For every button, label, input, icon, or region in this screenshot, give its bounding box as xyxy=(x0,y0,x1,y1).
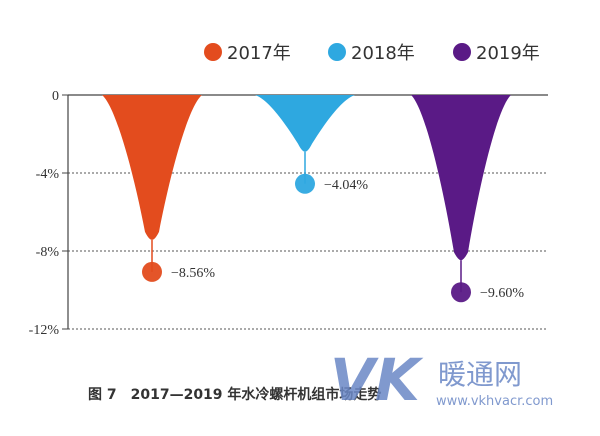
watermark-logo: VK xyxy=(330,346,424,414)
legend-label-2018: 2018年 xyxy=(351,43,415,64)
legend-label-2017: 2017年 xyxy=(227,43,291,64)
y-tick-labels: 0 -4% -8% -12% xyxy=(29,89,68,338)
bar-2017 xyxy=(102,95,202,240)
legend: 2017年 2018年 2019年 xyxy=(204,43,540,64)
value-dot xyxy=(451,282,471,303)
y-tick-label: -4% xyxy=(36,167,60,182)
watermark-brand: 暖通网 xyxy=(438,358,522,391)
legend-marker-2017 xyxy=(204,43,222,61)
value-dot xyxy=(295,173,315,194)
legend-label-2019: 2019年 xyxy=(476,43,540,64)
watermark: VK 暖通网 www.vkhvacr.com xyxy=(330,346,553,414)
legend-marker-2018 xyxy=(328,43,346,61)
data-label: −9.60% xyxy=(480,286,524,301)
data-label: −8.56% xyxy=(171,266,215,281)
legend-marker-2019 xyxy=(453,43,471,61)
y-tick-label: -12% xyxy=(29,323,60,338)
bar-2019 xyxy=(411,95,511,261)
data-label: −4.04% xyxy=(324,178,368,193)
y-tick-label: 0 xyxy=(52,89,59,104)
watermark-url: www.vkhvacr.com xyxy=(436,394,553,409)
value-dot xyxy=(142,261,162,282)
data-labels: −8.56% −4.04% −9.60% xyxy=(171,178,524,301)
bars xyxy=(102,95,511,303)
figure-caption: 图 7 2017—2019 年水冷螺杆机组市场走势 xyxy=(88,386,381,403)
bar-2018 xyxy=(255,95,355,152)
y-tick-label: -8% xyxy=(36,245,60,260)
